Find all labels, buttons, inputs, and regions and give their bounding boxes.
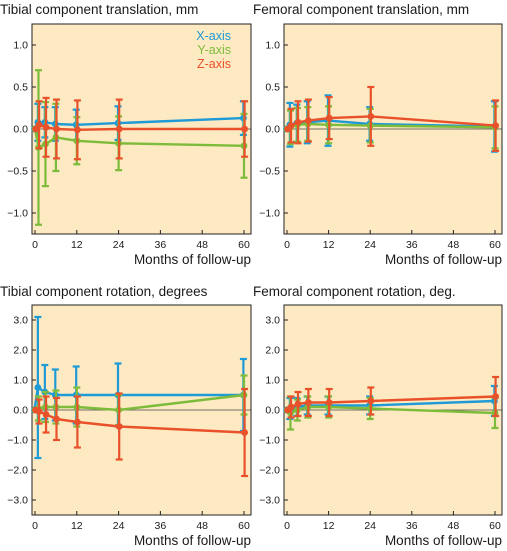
x-axis-label: Months of follow-up — [385, 252, 502, 267]
data-point — [74, 418, 81, 426]
series-z-axis — [284, 375, 500, 419]
y-tick-label: 1.0 — [265, 375, 280, 387]
data-point — [294, 400, 302, 408]
panel-title: Tibial component rotation, degrees — [0, 284, 208, 299]
legend-item: Z-axis — [197, 57, 231, 71]
y-tick-label: 0.0 — [13, 405, 28, 417]
data-point — [241, 429, 249, 436]
data-point — [294, 118, 302, 126]
y-tick-label: 3.0 — [13, 315, 28, 327]
x-tick-label: 12 — [323, 239, 335, 251]
y-tick-label: −1.0 — [7, 435, 28, 447]
x-axis-label: Months of follow-up — [134, 533, 251, 548]
x-tick-label: 12 — [323, 520, 335, 532]
x-tick-label: 12 — [71, 239, 83, 251]
x-tick-label: 36 — [155, 520, 167, 532]
chart-panel-4: Femoral component rotation, deg. Months o… — [253, 284, 503, 548]
data-point — [115, 423, 123, 430]
series-z-axis — [32, 387, 249, 478]
x-tick-label: 0 — [284, 520, 290, 532]
x-tick-label: 36 — [155, 239, 167, 251]
data-point — [35, 408, 43, 415]
x-tick-label: 24 — [364, 520, 376, 532]
legend-item: Y-axis — [197, 43, 231, 57]
y-tick-label: 1.0 — [13, 40, 28, 52]
data-point — [305, 117, 312, 124]
data-point — [53, 125, 60, 133]
y-tick-label: 1.0 — [265, 40, 280, 52]
chart-panel-3: Tibial component rotation, degrees Months… — [0, 284, 252, 548]
y-tick-label: 0.5 — [13, 82, 28, 94]
y-tick-label: −0.5 — [259, 166, 280, 178]
data-point — [42, 411, 50, 418]
x-tick-label: 60 — [238, 520, 250, 532]
y-tick-label: −2.0 — [7, 465, 28, 477]
legend-item: X-axis — [196, 29, 231, 43]
y-tick-label: 2.0 — [265, 345, 280, 357]
y-tick-label: 1.0 — [13, 375, 28, 387]
y-tick-label: 2.0 — [13, 345, 28, 357]
y-tick-label: 3.0 — [265, 315, 280, 327]
x-axis-label: Months of follow-up — [385, 533, 502, 548]
x-tick-label: 0 — [32, 520, 38, 532]
chart-panel-1: Tibial component translation, mm Months o… — [0, 2, 252, 267]
x-tick-label: 60 — [238, 239, 250, 251]
data-point — [367, 113, 375, 120]
x-tick-label: 24 — [113, 239, 125, 251]
y-tick-label: 0.5 — [265, 82, 280, 94]
panel-title: Tibial component translation, mm — [0, 2, 198, 17]
data-point — [42, 123, 50, 131]
y-tick-label: −0.5 — [7, 166, 28, 178]
x-tick-label: 36 — [406, 520, 418, 532]
series-z-axis — [32, 96, 249, 161]
y-tick-label: 0.0 — [265, 124, 280, 136]
x-tick-label: 36 — [406, 239, 418, 251]
panel-title: Femoral component rotation, deg. — [253, 284, 456, 299]
x-tick-label: 48 — [448, 239, 460, 251]
y-tick-label: −1.0 — [259, 435, 280, 447]
data-point — [325, 114, 333, 122]
x-tick-label: 24 — [113, 520, 125, 532]
x-tick-label: 12 — [71, 520, 83, 532]
x-tick-label: 60 — [489, 520, 501, 532]
y-tick-label: −1.0 — [259, 208, 280, 220]
x-tick-label: 48 — [196, 520, 208, 532]
y-tick-label: −1.0 — [7, 208, 28, 220]
data-point — [35, 121, 43, 129]
y-tick-label: −3.0 — [259, 495, 280, 507]
x-tick-label: 24 — [364, 239, 376, 251]
x-tick-label: 48 — [196, 239, 208, 251]
y-tick-label: −3.0 — [7, 495, 28, 507]
x-tick-label: 60 — [489, 239, 501, 251]
data-point — [492, 122, 499, 130]
chart-panel-2: Femoral component translation, mm Months … — [253, 2, 503, 267]
x-axis-label: Months of follow-up — [134, 252, 251, 267]
y-tick-label: −2.0 — [259, 465, 280, 477]
data-point — [325, 399, 333, 406]
panel-title: Femoral component translation, mm — [253, 2, 469, 17]
x-tick-label: 48 — [448, 520, 460, 532]
data-point — [287, 403, 295, 411]
data-point — [287, 122, 295, 130]
data-point — [115, 125, 123, 133]
series-z-axis — [284, 85, 500, 152]
data-point — [74, 126, 81, 134]
x-tick-label: 0 — [32, 239, 38, 251]
data-point — [34, 384, 42, 391]
data-point — [367, 397, 375, 405]
data-point — [53, 415, 60, 423]
y-tick-label: 0.0 — [13, 124, 28, 136]
data-point — [241, 125, 249, 133]
y-tick-label: 0.0 — [265, 405, 280, 417]
data-point — [305, 399, 312, 406]
x-tick-label: 0 — [284, 239, 290, 251]
data-point — [492, 393, 499, 400]
